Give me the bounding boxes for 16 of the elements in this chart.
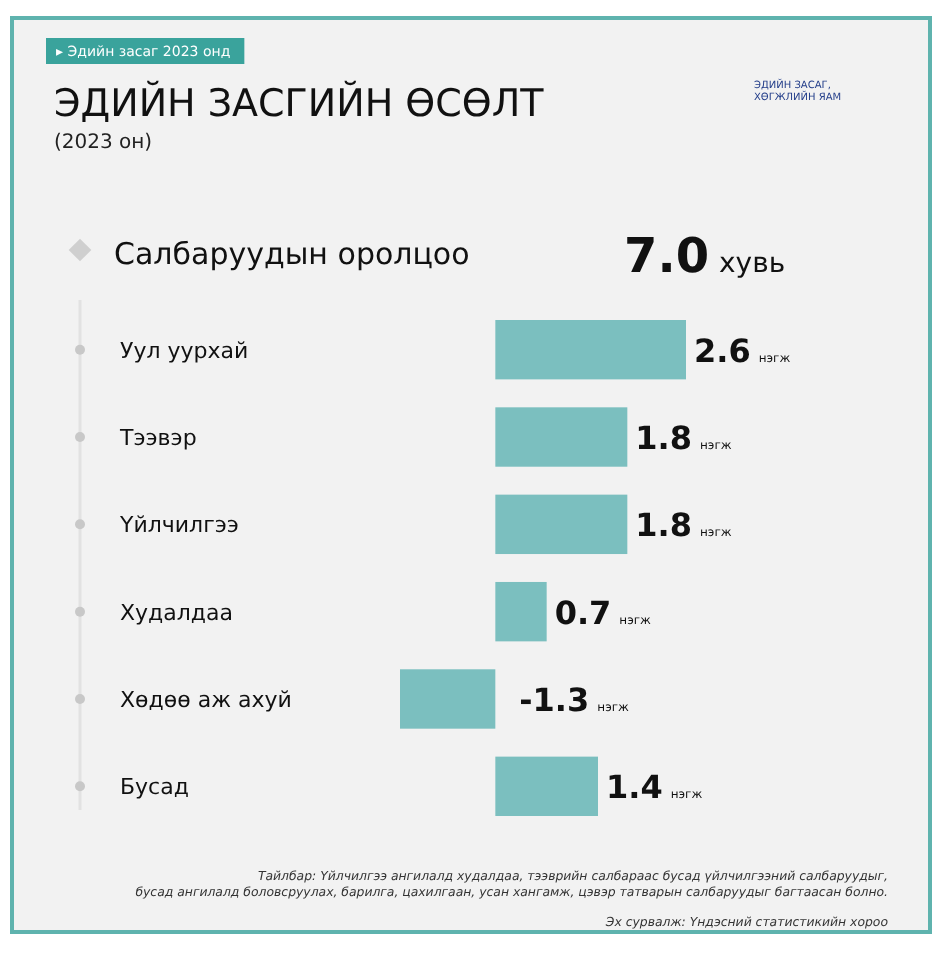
y-axis-title: Салбаруудын оролцоо	[114, 236, 470, 272]
bar	[495, 581, 547, 642]
bar	[495, 756, 598, 816]
chart-title: ЭДИЙН ЗАСГИЙН ӨСӨЛТ	[54, 80, 545, 126]
bar	[495, 320, 686, 380]
bar	[495, 407, 628, 467]
y-tick-label: Худалдаа	[120, 599, 234, 626]
y-tick-label: Хөдөө аж ахуй	[120, 686, 292, 713]
y-tick-label: Үйлчилгээ	[118, 512, 239, 539]
y-tick-label: Бусад	[120, 774, 190, 801]
text: (2023 он)	[54, 132, 153, 154]
text: 7.0 хувь	[624, 228, 786, 284]
bar	[400, 669, 496, 729]
bar	[495, 494, 628, 555]
y-tick-label: Уул уурхай	[120, 337, 249, 364]
y-tick-label: Тээвэр	[118, 425, 197, 452]
